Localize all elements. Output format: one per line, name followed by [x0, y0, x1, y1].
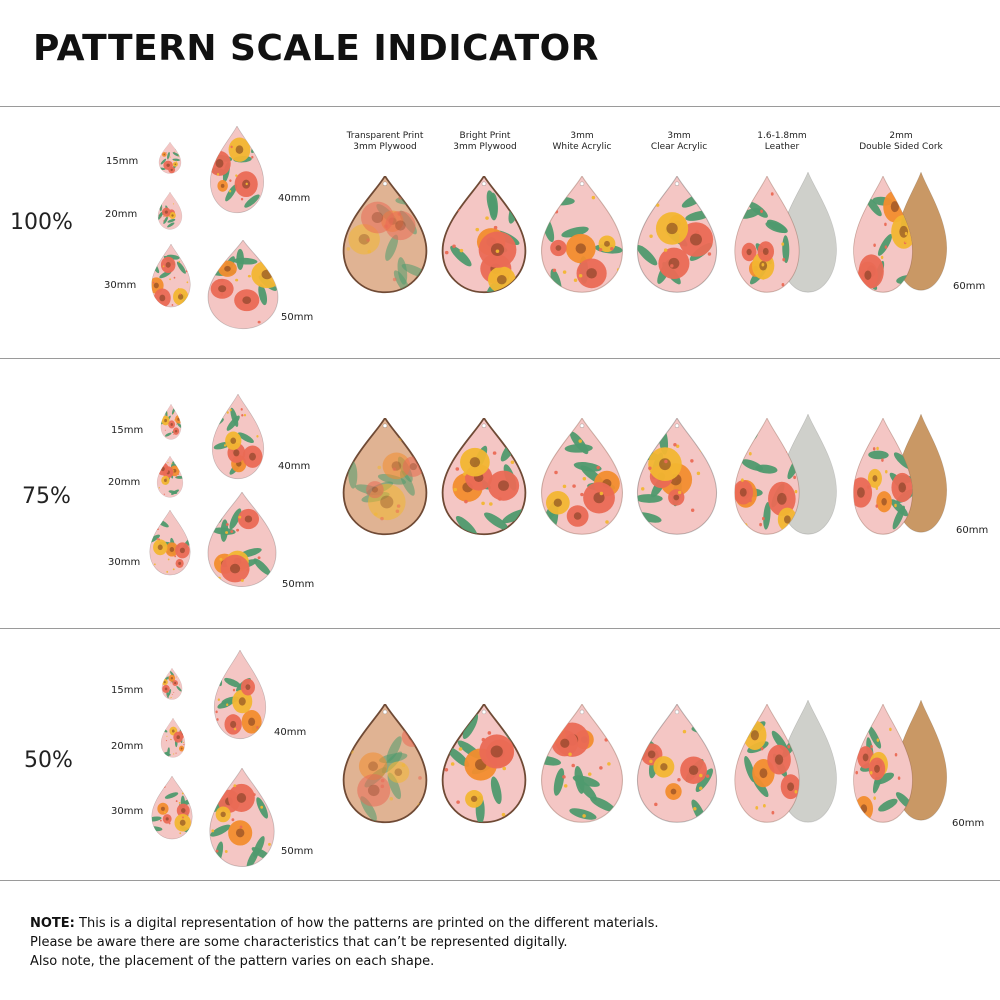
size-sample-swatch [160, 718, 186, 758]
size-label-30: 30mm [108, 557, 141, 568]
material-header-clear-acrylic: 3mm Clear Acrylic [624, 131, 734, 153]
size-sample-swatch [158, 142, 182, 174]
material-line1: 1.6-1.8mm [757, 131, 807, 141]
divider-bottom [0, 880, 1000, 881]
size-label-50: 50mm [281, 312, 314, 323]
note-line2: Please be aware there are some character… [30, 935, 568, 950]
size-sample-swatch [149, 510, 191, 576]
size-label-50: 50mm [281, 846, 314, 857]
leather-front-swatch [734, 176, 800, 293]
clear-acrylic-swatch [636, 176, 718, 293]
size-label-40: 40mm [278, 461, 311, 472]
leather-front-swatch [734, 704, 800, 823]
size-sample-swatch [213, 650, 267, 740]
size-label-30: 30mm [104, 280, 137, 291]
size-sample-swatch [207, 240, 279, 330]
size-sample-swatch [151, 776, 193, 840]
size-sample-swatch [211, 394, 265, 480]
material-header-cork: 2mm Double Sided Cork [846, 131, 956, 153]
size-sample-swatch [209, 768, 275, 867]
divider-top [0, 106, 1000, 107]
size-sample-swatch [207, 492, 277, 588]
bright-plywood-swatch [441, 418, 527, 536]
material-header-bright-plywood: Bright Print 3mm Plywood [430, 131, 540, 153]
bright-plywood-swatch [441, 704, 527, 824]
size-label-40: 40mm [274, 727, 307, 738]
material-line2: Double Sided Cork [859, 142, 943, 152]
size-label-20: 20mm [108, 477, 141, 488]
cork-front-swatch [853, 418, 913, 535]
size-sample-swatch [151, 244, 191, 308]
material-line2: Leather [764, 142, 800, 152]
material-header-leather: 1.6-1.8mm Leather [727, 131, 837, 153]
white-acrylic-swatch [540, 176, 624, 293]
material-line2: 3mm Plywood [453, 142, 517, 152]
clear-acrylic-swatch [636, 704, 718, 823]
size-label-20: 20mm [111, 741, 144, 752]
material-line1: 2mm [889, 131, 913, 141]
size-sample-swatch [157, 192, 183, 230]
size-sample-swatch [209, 126, 265, 214]
size-label-20: 20mm [105, 209, 138, 220]
note-block: NOTE: This is a digital representation o… [30, 914, 659, 971]
size-sample-swatch [160, 404, 182, 440]
scale-label-100: 100% [10, 210, 73, 235]
material-header-white-acrylic: 3mm White Acrylic [527, 131, 637, 153]
white-acrylic-swatch [540, 704, 624, 823]
scale-label-50: 50% [24, 748, 73, 773]
size-sample-swatch [161, 668, 183, 700]
page-title: PATTERN SCALE INDICATOR [33, 28, 600, 69]
transparent-plywood-swatch [342, 704, 428, 824]
size-label-40: 40mm [278, 193, 311, 204]
size-label-60: 60mm [952, 818, 985, 829]
clear-acrylic-swatch [636, 418, 718, 535]
leather-front-swatch [734, 418, 800, 535]
material-line1: Transparent Print [346, 131, 424, 141]
material-line2: 3mm Plywood [353, 142, 417, 152]
material-line1: 3mm [667, 131, 691, 141]
transparent-plywood-swatch [342, 418, 428, 536]
material-line1: Bright Print [459, 131, 511, 141]
size-label-60: 60mm [953, 281, 986, 292]
material-header-transparent-plywood: Transparent Print 3mm Plywood [330, 131, 440, 153]
cork-front-swatch [853, 176, 913, 293]
transparent-plywood-swatch [342, 176, 428, 294]
size-label-30: 30mm [111, 806, 144, 817]
size-sample-swatch [156, 456, 184, 498]
material-line2: White Acrylic [552, 142, 612, 152]
size-label-50: 50mm [282, 579, 315, 590]
white-acrylic-swatch [540, 418, 624, 535]
note-line1: This is a digital representation of how … [79, 916, 659, 931]
note-label: NOTE: [30, 916, 75, 931]
size-label-60: 60mm [956, 525, 989, 536]
material-line1: 3mm [570, 131, 594, 141]
note-line3: Also note, the placement of the pattern … [30, 954, 435, 969]
size-label-15: 15mm [111, 685, 144, 696]
material-line2: Clear Acrylic [650, 142, 708, 152]
scale-label-75: 75% [22, 484, 71, 509]
divider-1 [0, 358, 1000, 359]
size-label-15: 15mm [106, 156, 139, 167]
size-label-15: 15mm [111, 425, 144, 436]
bright-plywood-swatch [441, 176, 527, 294]
divider-2 [0, 628, 1000, 629]
cork-front-swatch [853, 704, 913, 823]
